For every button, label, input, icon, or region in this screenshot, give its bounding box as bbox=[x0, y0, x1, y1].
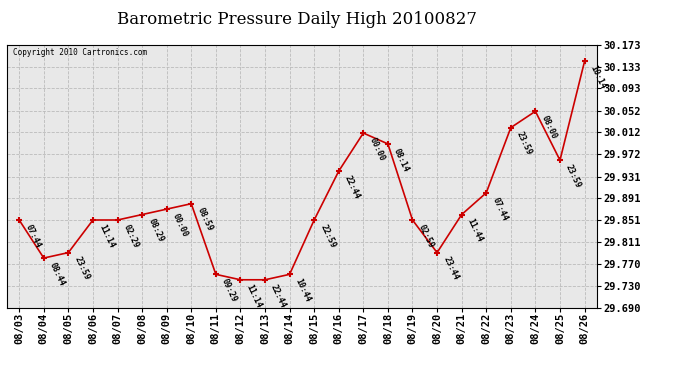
Text: 07:44: 07:44 bbox=[491, 196, 509, 222]
Text: 22:59: 22:59 bbox=[318, 223, 337, 249]
Text: 00:00: 00:00 bbox=[171, 212, 190, 238]
Text: 00:00: 00:00 bbox=[368, 136, 386, 162]
Text: Barometric Pressure Daily High 20100827: Barometric Pressure Daily High 20100827 bbox=[117, 11, 477, 28]
Text: 23:59: 23:59 bbox=[72, 255, 91, 282]
Text: 02:29: 02:29 bbox=[121, 223, 140, 249]
Text: 23:44: 23:44 bbox=[441, 255, 460, 282]
Text: 23:59: 23:59 bbox=[564, 163, 583, 189]
Text: 08:00: 08:00 bbox=[540, 114, 558, 141]
Text: 09:29: 09:29 bbox=[220, 277, 239, 304]
Text: 08:29: 08:29 bbox=[146, 217, 165, 244]
Text: 10:44: 10:44 bbox=[294, 277, 313, 304]
Text: 11:14: 11:14 bbox=[244, 282, 264, 309]
Text: 10:14: 10:14 bbox=[589, 64, 607, 90]
Text: 11:14: 11:14 bbox=[97, 223, 116, 249]
Text: 22:44: 22:44 bbox=[269, 282, 288, 309]
Text: 08:44: 08:44 bbox=[48, 261, 67, 287]
Text: Copyright 2010 Cartronics.com: Copyright 2010 Cartronics.com bbox=[13, 48, 147, 57]
Text: 08:59: 08:59 bbox=[195, 207, 214, 233]
Text: 23:59: 23:59 bbox=[515, 130, 533, 157]
Text: 22:44: 22:44 bbox=[343, 174, 362, 200]
Text: 08:14: 08:14 bbox=[392, 147, 411, 173]
Text: 07:44: 07:44 bbox=[23, 223, 42, 249]
Text: 02:59: 02:59 bbox=[417, 223, 435, 249]
Text: 11:44: 11:44 bbox=[466, 217, 484, 244]
